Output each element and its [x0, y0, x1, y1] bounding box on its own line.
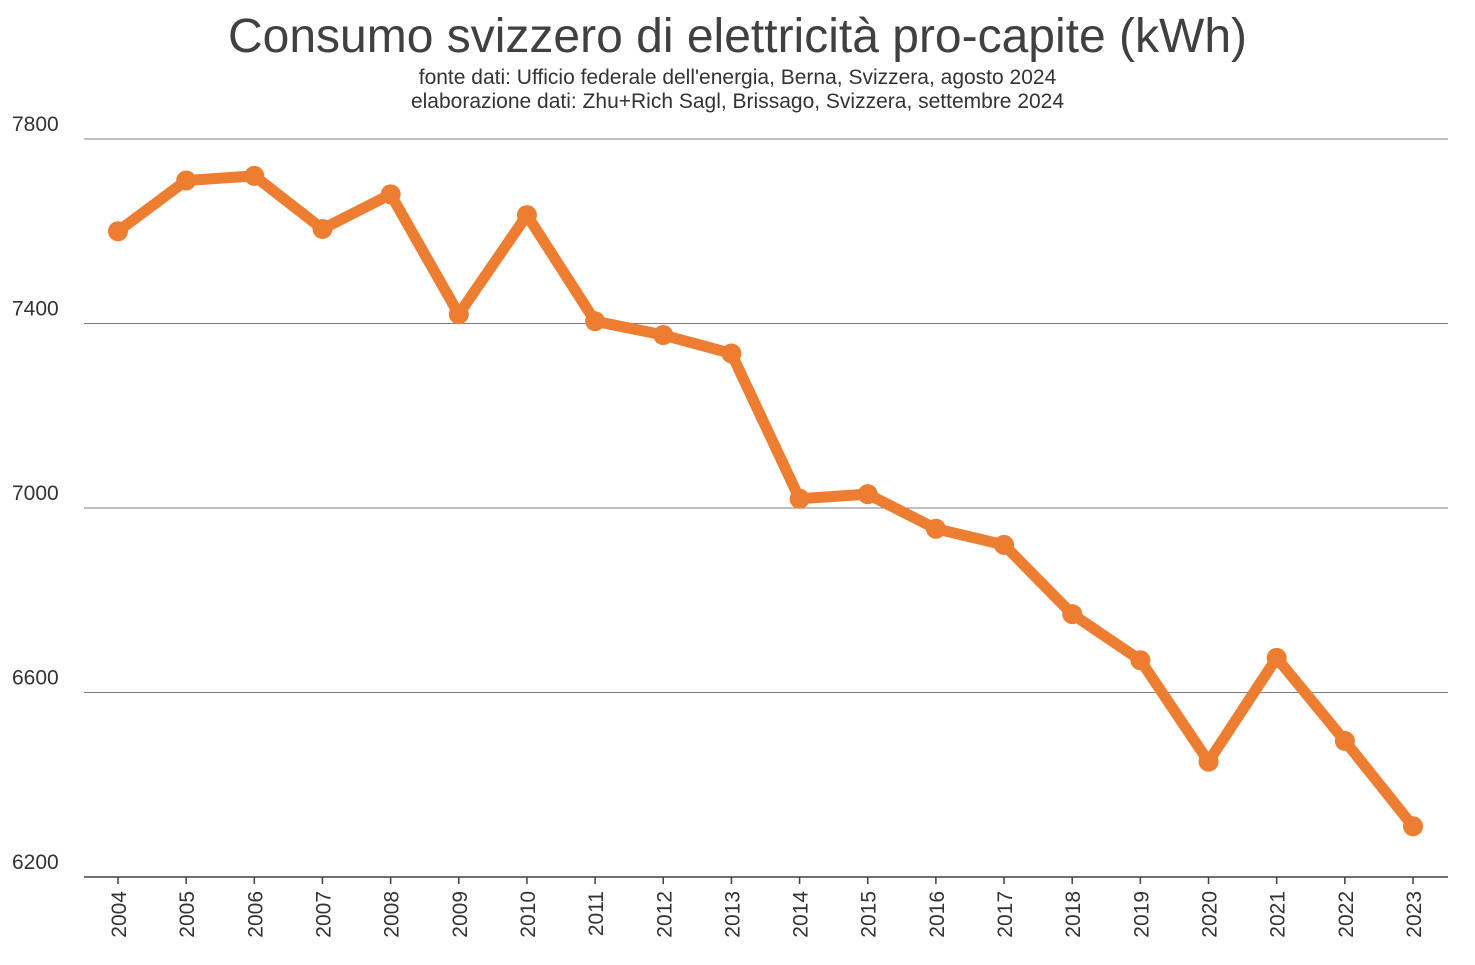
x-tick-label-2006: 2006: [244, 891, 267, 938]
data-point-2007: [312, 218, 333, 239]
data-point-2006: [244, 165, 265, 186]
chart-subtitle-elaboration: elaborazione dati: Zhu+Rich Sagl, Brissa…: [410, 90, 1065, 113]
x-tick-label-2011: 2011: [585, 891, 608, 936]
data-point-2009: [448, 304, 469, 325]
x-tick-label-2023: 2023: [1403, 891, 1426, 938]
x-tick-label-2020: 2020: [1199, 891, 1222, 938]
x-tick-label-2009: 2009: [449, 891, 472, 938]
data-point-2019: [1130, 650, 1151, 671]
data-point-2004: [108, 221, 128, 242]
x-tick-label-2015: 2015: [858, 891, 881, 938]
data-point-2022: [1334, 730, 1355, 751]
data-point-2017: [994, 534, 1015, 555]
x-tick-label-2004: 2004: [108, 891, 131, 938]
x-tick-label-2018: 2018: [1062, 891, 1085, 938]
data-point-2012: [653, 325, 674, 346]
gridlines: [84, 138, 1448, 878]
x-tick-label-2016: 2016: [926, 891, 949, 938]
data-point-2015: [857, 484, 878, 505]
data-point-2005: [176, 170, 197, 191]
x-tick-label-2008: 2008: [381, 891, 404, 938]
x-tick-label-2022: 2022: [1335, 891, 1358, 938]
x-tick-label-2007: 2007: [312, 891, 335, 938]
chart-subtitle-source: fonte dati: Ufficio federale dell'energi…: [418, 66, 1057, 89]
x-tick-label-2019: 2019: [1130, 891, 1153, 938]
data-point-2016: [925, 518, 946, 539]
x-tick-label-2010: 2010: [517, 891, 540, 938]
x-tick-label-2005: 2005: [176, 891, 199, 938]
data-point-2011: [585, 311, 606, 332]
series-line-0: [112, 170, 1419, 832]
x-axis-ticks: 2004 2005 2006 2007 2008 2009 2010 2011 2012 2013…: [108, 877, 1426, 938]
x-tick-label-2014: 2014: [790, 891, 813, 938]
y-tick-label-7000: 7000: [12, 482, 59, 505]
data-point-2020: [1198, 751, 1219, 772]
data-point-2010: [516, 205, 537, 226]
x-tick-label-2013: 2013: [721, 891, 744, 938]
data-point-2014: [789, 488, 810, 509]
data-point-2023: [1403, 816, 1423, 837]
y-tick-label-6200: 6200: [12, 851, 59, 874]
x-tick-label-2012: 2012: [653, 891, 676, 938]
y-axis-ticks: 6200 6600 7000 7400 7800: [12, 113, 59, 874]
chart-title: Consumo svizzero di elettricità pro-capi…: [228, 10, 1247, 63]
y-tick-label-7800: 7800: [12, 113, 59, 136]
x-tick-label-2017: 2017: [994, 891, 1017, 938]
data-point-2021: [1266, 647, 1287, 668]
y-tick-label-7400: 7400: [12, 298, 59, 321]
y-tick-label-6600: 6600: [12, 667, 59, 690]
data-point-2018: [1062, 604, 1083, 625]
series-consumo: [108, 165, 1423, 837]
x-tick-label-2021: 2021: [1267, 891, 1290, 938]
data-point-2008: [380, 184, 401, 205]
data-point-2013: [721, 343, 742, 364]
